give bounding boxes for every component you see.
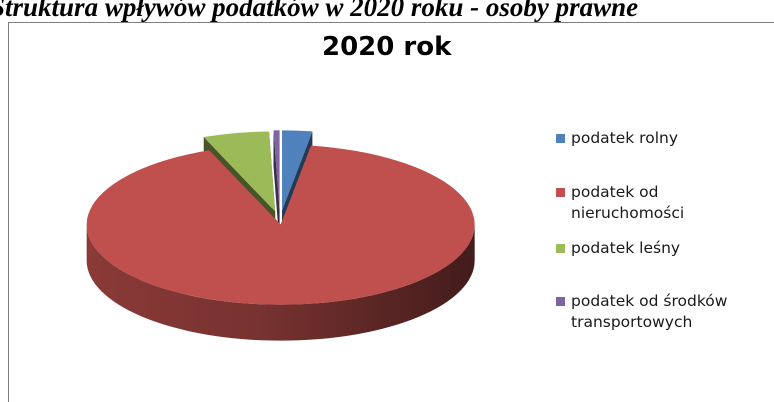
legend-swatch-podatek-rolny xyxy=(556,134,565,143)
pie-slice-podatek-od-nieruchomosci xyxy=(86,145,475,305)
pie-slice-podatek-od-srodkow-transportowych xyxy=(273,130,280,211)
legend-swatch-podatek-od-nieruchomosci xyxy=(556,188,565,197)
document-title: Struktura wpływów podatków w 2020 roku -… xyxy=(0,0,639,22)
legend-swatch-podatek-od-srodkow-transportowych xyxy=(556,297,565,306)
legend-swatch-podatek-lesny xyxy=(556,244,565,253)
legend-label-podatek-od-nieruchomosci: podatek od nieruchomości xyxy=(571,183,685,222)
legend-label-podatek-od-srodkow-transportowych: podatek od środków transportowych xyxy=(571,292,728,331)
legend-label-podatek-rolny: podatek rolny xyxy=(571,129,678,147)
chart-frame xyxy=(8,22,774,402)
pie-slice-podatek-lesny xyxy=(203,131,276,212)
pie-slice-wall-podatek-od-srodkow-transportowych-0 xyxy=(273,130,280,247)
pie-slice-podatek-rolny xyxy=(282,130,313,211)
chart-title: 2020 rok xyxy=(322,32,452,62)
pie-slice-side-podatek-od-nieruchomosci-0 xyxy=(86,224,475,341)
legend-label-podatek-lesny: podatek leśny xyxy=(571,239,681,257)
